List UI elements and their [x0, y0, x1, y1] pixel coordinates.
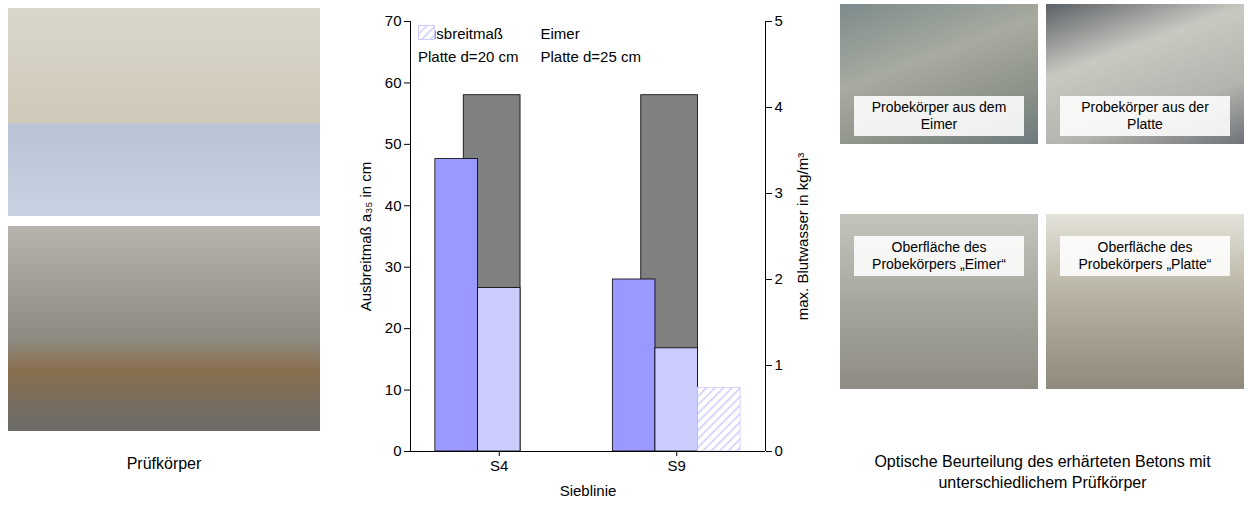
svg-text:max. Blutwasser in kg/m³: max. Blutwasser in kg/m³ [794, 153, 811, 321]
svg-text:20: 20 [385, 319, 402, 336]
html-text:Eimer: Eimer [540, 25, 580, 42]
html-text:Oberfläche des Probekörpers „P: Oberfläche des Probekörpers „Platte“ [1078, 239, 1212, 272]
svg-text:70: 70 [385, 12, 402, 29]
svg-text:Ausbreitmaß a₃₅ in cm: Ausbreitmaß a₃₅ in cm [357, 162, 374, 312]
svg-text:1: 1 [775, 356, 783, 373]
html-text:Ausbreitmaß: Ausbreitmaß [418, 25, 503, 42]
svg-text:Sieblinie: Sieblinie [560, 482, 617, 499]
svg-text:0: 0 [775, 442, 783, 459]
svg-text:40: 40 [385, 197, 402, 214]
svg-text:S4: S4 [490, 457, 508, 474]
html-text:Prüfkörper: Prüfkörper [126, 455, 202, 472]
svg-text:60: 60 [385, 74, 402, 91]
html-text:Platte d=25 cm: Platte d=25 cm [540, 48, 641, 65]
html-text:Optische Beurteilung des erhär: Optische Beurteilung des erhärteten Beto… [874, 453, 1211, 491]
html-text:Probekörper aus dem Eimer: Probekörper aus dem Eimer [871, 99, 1007, 132]
svg-text:S9: S9 [668, 457, 686, 474]
svg-text:3: 3 [775, 184, 783, 201]
svg-text:30: 30 [385, 258, 402, 275]
svg-text:10: 10 [385, 381, 402, 398]
svg-text:2: 2 [775, 270, 783, 287]
svg-text:4: 4 [775, 98, 783, 115]
html-text:Oberfläche des Probekörpers „E: Oberfläche des Probekörpers „Eimer“ [872, 239, 1006, 272]
html-text:Probekörper aus der Platte: Probekörper aus der Platte [1081, 99, 1209, 132]
html-text:Platte d=20 cm: Platte d=20 cm [418, 48, 519, 65]
svg-text:50: 50 [385, 135, 402, 152]
svg-text:5: 5 [775, 12, 783, 29]
svg-text:0: 0 [393, 442, 401, 459]
